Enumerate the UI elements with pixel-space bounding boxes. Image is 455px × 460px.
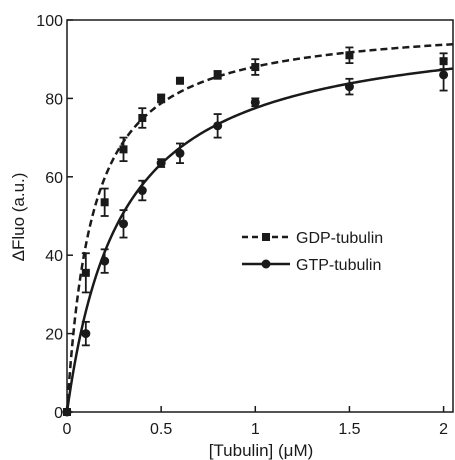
data-point-gtp-tubulin	[175, 148, 185, 158]
legend-marker-gtp-tubulin	[261, 259, 271, 269]
data-point-gdp-tubulin	[81, 268, 90, 277]
x-tick-label: 2	[439, 421, 448, 438]
x-tick-label: 0.5	[150, 421, 172, 438]
data-point-gtp-tubulin	[100, 256, 110, 266]
data-point-gdp-tubulin	[100, 198, 109, 207]
fit-curves	[65, 42, 454, 413]
data-point-gtp-tubulin	[213, 121, 223, 131]
plot-area-border	[66, 19, 454, 413]
data-point-gtp-tubulin	[137, 186, 147, 196]
x-tick-label: 1.5	[338, 421, 360, 438]
error-bars	[81, 46, 448, 347]
y-tick-label: 40	[45, 248, 63, 265]
data-markers	[62, 51, 449, 417]
y-tick-label: 100	[36, 13, 63, 30]
fit-curve-gdp-tubulin	[65, 42, 454, 413]
data-point-gtp-tubulin	[250, 97, 260, 107]
y-tick-label: 80	[45, 91, 63, 108]
data-point-gtp-tubulin	[156, 158, 166, 168]
data-point-gtp-tubulin	[81, 329, 91, 339]
x-tick-label: 1	[251, 421, 260, 438]
plot-frame	[66, 19, 454, 413]
data-point-gdp-tubulin	[157, 94, 166, 103]
y-axis-label: ΔFluo (a.u.)	[9, 173, 28, 262]
y-axis-ticks: 0 20 40 60 80 100	[36, 13, 73, 422]
y-tick-label: 0	[54, 405, 63, 422]
data-point-gdp-tubulin	[213, 70, 222, 79]
data-point-gtp-tubulin	[344, 82, 354, 92]
data-point-gtp-tubulin	[439, 70, 449, 80]
data-point-gdp-tubulin	[175, 76, 184, 85]
legend-marker-gdp-tubulin	[262, 233, 270, 241]
legend: GDP-tubulin GTP-tubulin	[242, 230, 383, 274]
data-point-gdp-tubulin	[138, 114, 147, 122]
x-axis-label: [Tubulin] (μM)	[209, 441, 314, 460]
x-axis-ticks: 0 0.5 1 1.5 2	[63, 406, 448, 438]
fit-curve-gtp-tubulin	[65, 67, 454, 413]
x-tick-label: 0	[63, 421, 72, 438]
legend-label-gtp-tubulin: GTP-tubulin	[296, 257, 381, 274]
legend-label-gdp-tubulin: GDP-tubulin	[296, 230, 383, 247]
data-point-gdp-tubulin	[119, 145, 128, 154]
data-point-gdp-tubulin	[251, 63, 260, 72]
data-point-gtp-tubulin	[118, 219, 128, 229]
y-tick-label: 20	[45, 327, 63, 344]
data-point-gdp-tubulin	[345, 51, 354, 60]
data-point-gdp-tubulin	[439, 57, 448, 66]
y-tick-label: 60	[45, 170, 63, 187]
